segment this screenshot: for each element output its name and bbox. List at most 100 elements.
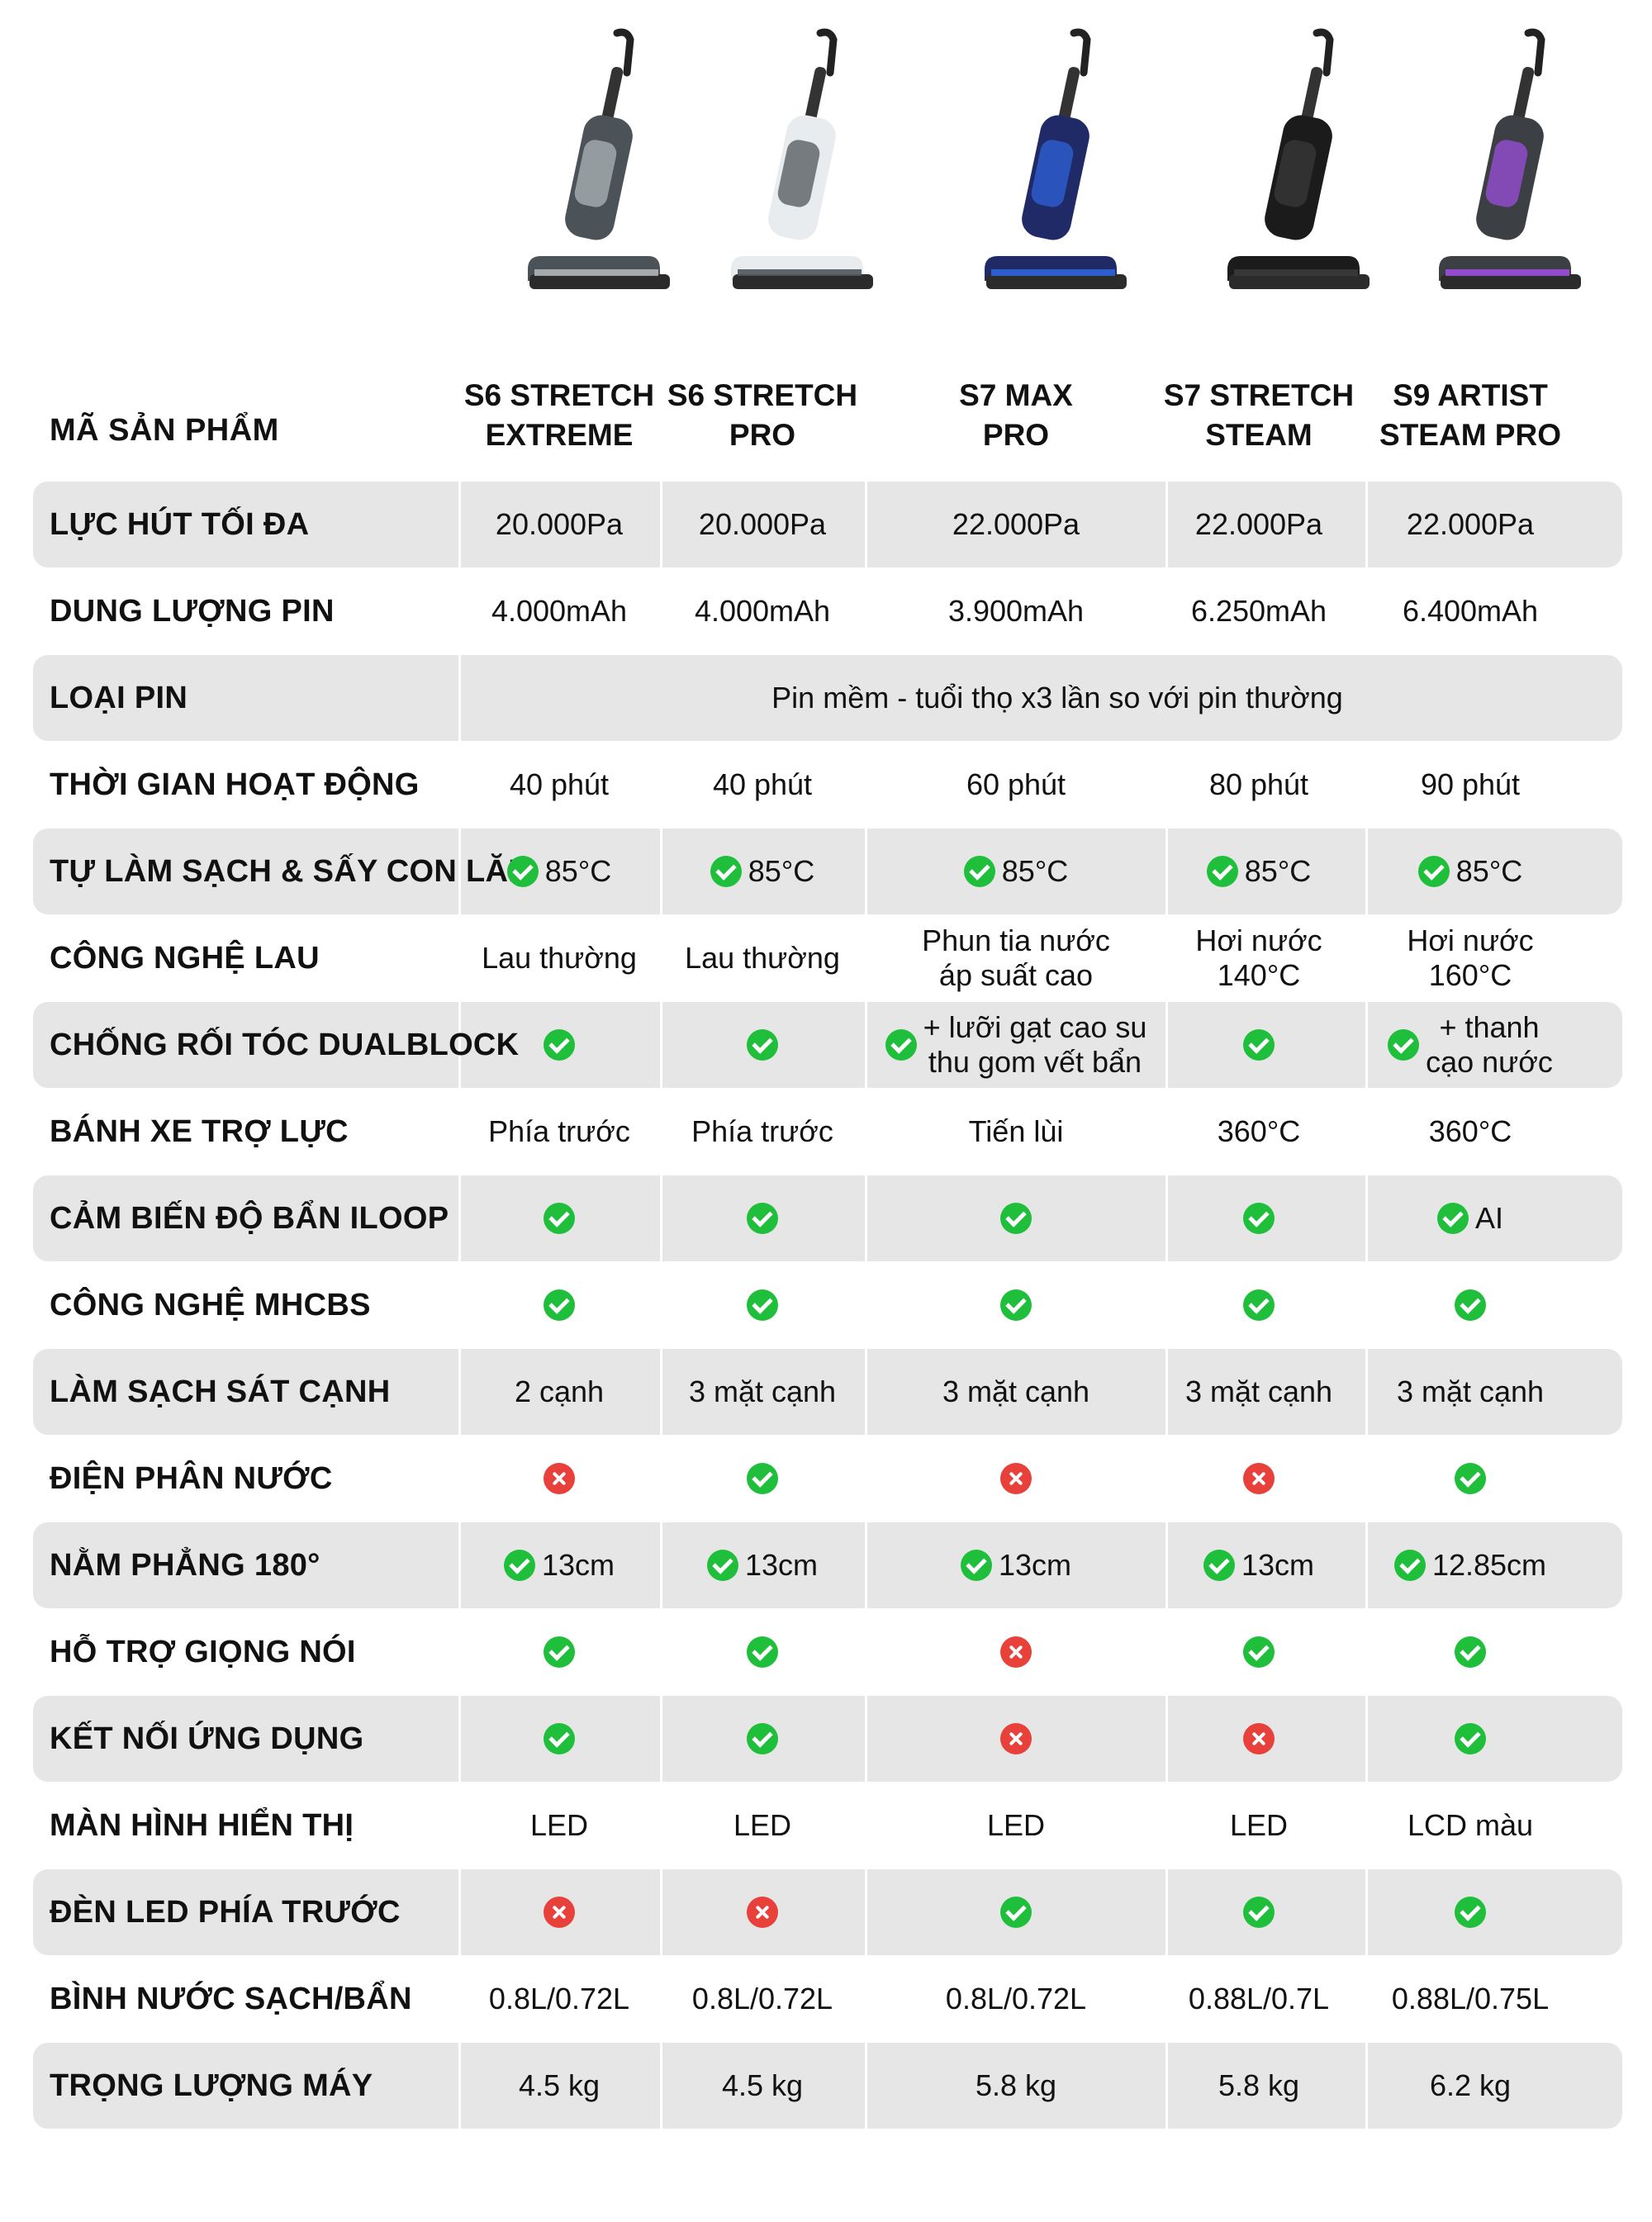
table-row: KẾT NỐI ỨNG DỤNG xyxy=(33,1696,1622,1782)
table-cell: Phía trước xyxy=(462,1089,657,1175)
column-divider xyxy=(865,482,867,567)
table-cell xyxy=(862,1869,1170,1955)
table-row: LÀM SẠCH SÁT CẠNH 2 cạnh 3 mặt cạnh 3 mặt c… xyxy=(33,1349,1622,1435)
column-divider xyxy=(1165,1696,1168,1782)
cell-text: 3 mặt cạnh xyxy=(942,1375,1090,1408)
cross-icon xyxy=(544,1463,575,1494)
table-cell xyxy=(462,1175,657,1261)
cell-text: Phun tia nước áp suất cao xyxy=(922,923,1110,992)
cell-text: 0.88L/0.7L xyxy=(1188,1982,1330,2015)
table-row: BÌNH NƯỚC SẠCH/BẨN 0.8L/0.72L 0.8L/0.72L 0.… xyxy=(33,1956,1622,2042)
table-cell: 4.000mAh xyxy=(667,568,858,654)
column-divider xyxy=(1365,1696,1368,1782)
check-icon xyxy=(963,856,995,887)
check-icon xyxy=(544,1723,575,1754)
table-cell: Phía trước xyxy=(667,1089,858,1175)
table-row: THỜI GIAN HOẠT ĐỘNG 40 phút 40 phút 60 phút… xyxy=(33,742,1622,828)
table-cell: 40 phút xyxy=(667,742,858,828)
vacuum-black-icon xyxy=(1193,17,1391,314)
table-cell: + lưỡi gạt cao su thu gom vết bẩn xyxy=(862,1002,1170,1088)
table-cell: 5.8 kg xyxy=(1163,2043,1355,2129)
table-cell xyxy=(462,1262,657,1348)
table-cell: 85°C xyxy=(462,829,657,914)
column-divider xyxy=(458,482,461,567)
column-divider xyxy=(865,1696,867,1782)
table-row: LOẠI PIN Pin mềm - tuổi thọ x3 lần so với… xyxy=(33,655,1622,741)
cell-text: 85°C xyxy=(1455,854,1523,888)
cross-icon xyxy=(1000,1463,1032,1494)
row-label: CÔNG NGHỆ LAU xyxy=(50,940,320,976)
column-divider xyxy=(458,1522,461,1608)
cell-text: 2 cạnh xyxy=(514,1375,605,1408)
table-cell xyxy=(1358,1262,1583,1348)
cell-text: 6.2 kg xyxy=(1429,2068,1512,2102)
check-icon xyxy=(1417,856,1450,887)
cross-icon xyxy=(1243,1463,1275,1494)
cell-text: Phía trước xyxy=(488,1114,630,1148)
row-label: NẰM PHẲNG 180° xyxy=(50,1547,320,1583)
table-cell: + thanh cạo nước xyxy=(1358,1002,1583,1088)
check-icon xyxy=(1000,1203,1032,1234)
table-cell xyxy=(667,1696,858,1782)
column-divider xyxy=(1365,829,1368,914)
table-cell: 0.88L/0.7L xyxy=(1163,1956,1355,2042)
cell-text: 5.8 kg xyxy=(975,2068,1057,2102)
column-divider xyxy=(660,1002,662,1088)
table-cell: 13cm xyxy=(462,1522,657,1608)
table-cell xyxy=(462,1869,657,1955)
row-label: BÌNH NƯỚC SẠCH/BẨN xyxy=(50,1981,412,2016)
row-label: MÀN HÌNH HIỂN THỊ xyxy=(50,1807,354,1843)
table-cell xyxy=(667,1869,858,1955)
cell-text: 0.8L/0.72L xyxy=(691,1982,833,2015)
column-divider xyxy=(1365,1002,1368,1088)
table-cell: 85°C xyxy=(667,829,858,914)
cell-text: 5.8 kg xyxy=(1218,2068,1300,2102)
table-cell xyxy=(1163,1869,1355,1955)
row-label: TRỌNG LƯỢNG MÁY xyxy=(50,2068,373,2103)
column-divider xyxy=(1365,1175,1368,1261)
cell-text: 3 mặt cạnh xyxy=(688,1375,837,1408)
column-divider xyxy=(1365,1869,1368,1955)
table-cell: 90 phút xyxy=(1358,742,1583,828)
table-cell: Tiến lùi xyxy=(862,1089,1170,1175)
table-cell: 85°C xyxy=(1163,829,1355,914)
column-divider xyxy=(865,1002,867,1088)
column-divider xyxy=(1165,1349,1168,1435)
table-cell xyxy=(462,1002,657,1088)
check-icon xyxy=(747,1463,778,1494)
cell-text: Lau thường xyxy=(482,941,637,975)
column-divider xyxy=(1365,1349,1368,1435)
column-head-3: S7 MAX PRO xyxy=(959,378,1073,452)
cell-text: 40 phút xyxy=(509,767,610,801)
check-icon xyxy=(1203,1550,1235,1581)
table-row: BÁNH XE TRỢ LỰC Phía trước Phía trước Tiến … xyxy=(33,1089,1622,1175)
column-divider xyxy=(1165,1002,1168,1088)
check-icon xyxy=(1388,1029,1420,1061)
cell-text: 0.88L/0.75L xyxy=(1391,1982,1550,2015)
column-divider xyxy=(865,1869,867,1955)
table-cell xyxy=(667,1436,858,1522)
table-cell xyxy=(462,1609,657,1695)
table-cell: Pin mềm - tuổi thọ x3 lần so với pin thư… xyxy=(492,655,1622,741)
table-cell xyxy=(1163,1609,1355,1695)
table-cell: 6.400mAh xyxy=(1358,568,1583,654)
cell-text: 20.000Pa xyxy=(698,507,827,541)
cross-icon xyxy=(1243,1723,1275,1754)
cell-text: + thanh cạo nước xyxy=(1426,1010,1553,1079)
table-cell xyxy=(667,1002,858,1088)
column-divider xyxy=(865,1522,867,1608)
table-cell xyxy=(862,1609,1170,1695)
table-row: CHỐNG RỐI TÓC DUALBLOCK + lưỡi gạt cao su… xyxy=(33,1002,1622,1088)
row-label: CẢM BIẾN ĐỘ BẨN ILOOP xyxy=(50,1200,449,1236)
cross-icon xyxy=(1000,1636,1032,1668)
cell-text: 13cm xyxy=(541,1548,615,1582)
table-cell: LED xyxy=(462,1783,657,1868)
row-label: HỖ TRỢ GIỌNG NÓI xyxy=(50,1634,356,1669)
check-icon xyxy=(1206,856,1238,887)
table-cell: 3 mặt cạnh xyxy=(667,1349,858,1435)
check-icon xyxy=(1000,1897,1032,1928)
column-head-1: S6 STRETCH EXTREME xyxy=(463,378,655,452)
cell-text: 85°C xyxy=(748,854,815,888)
check-icon xyxy=(1243,1289,1275,1321)
table-cell: 22.000Pa xyxy=(1163,482,1355,567)
